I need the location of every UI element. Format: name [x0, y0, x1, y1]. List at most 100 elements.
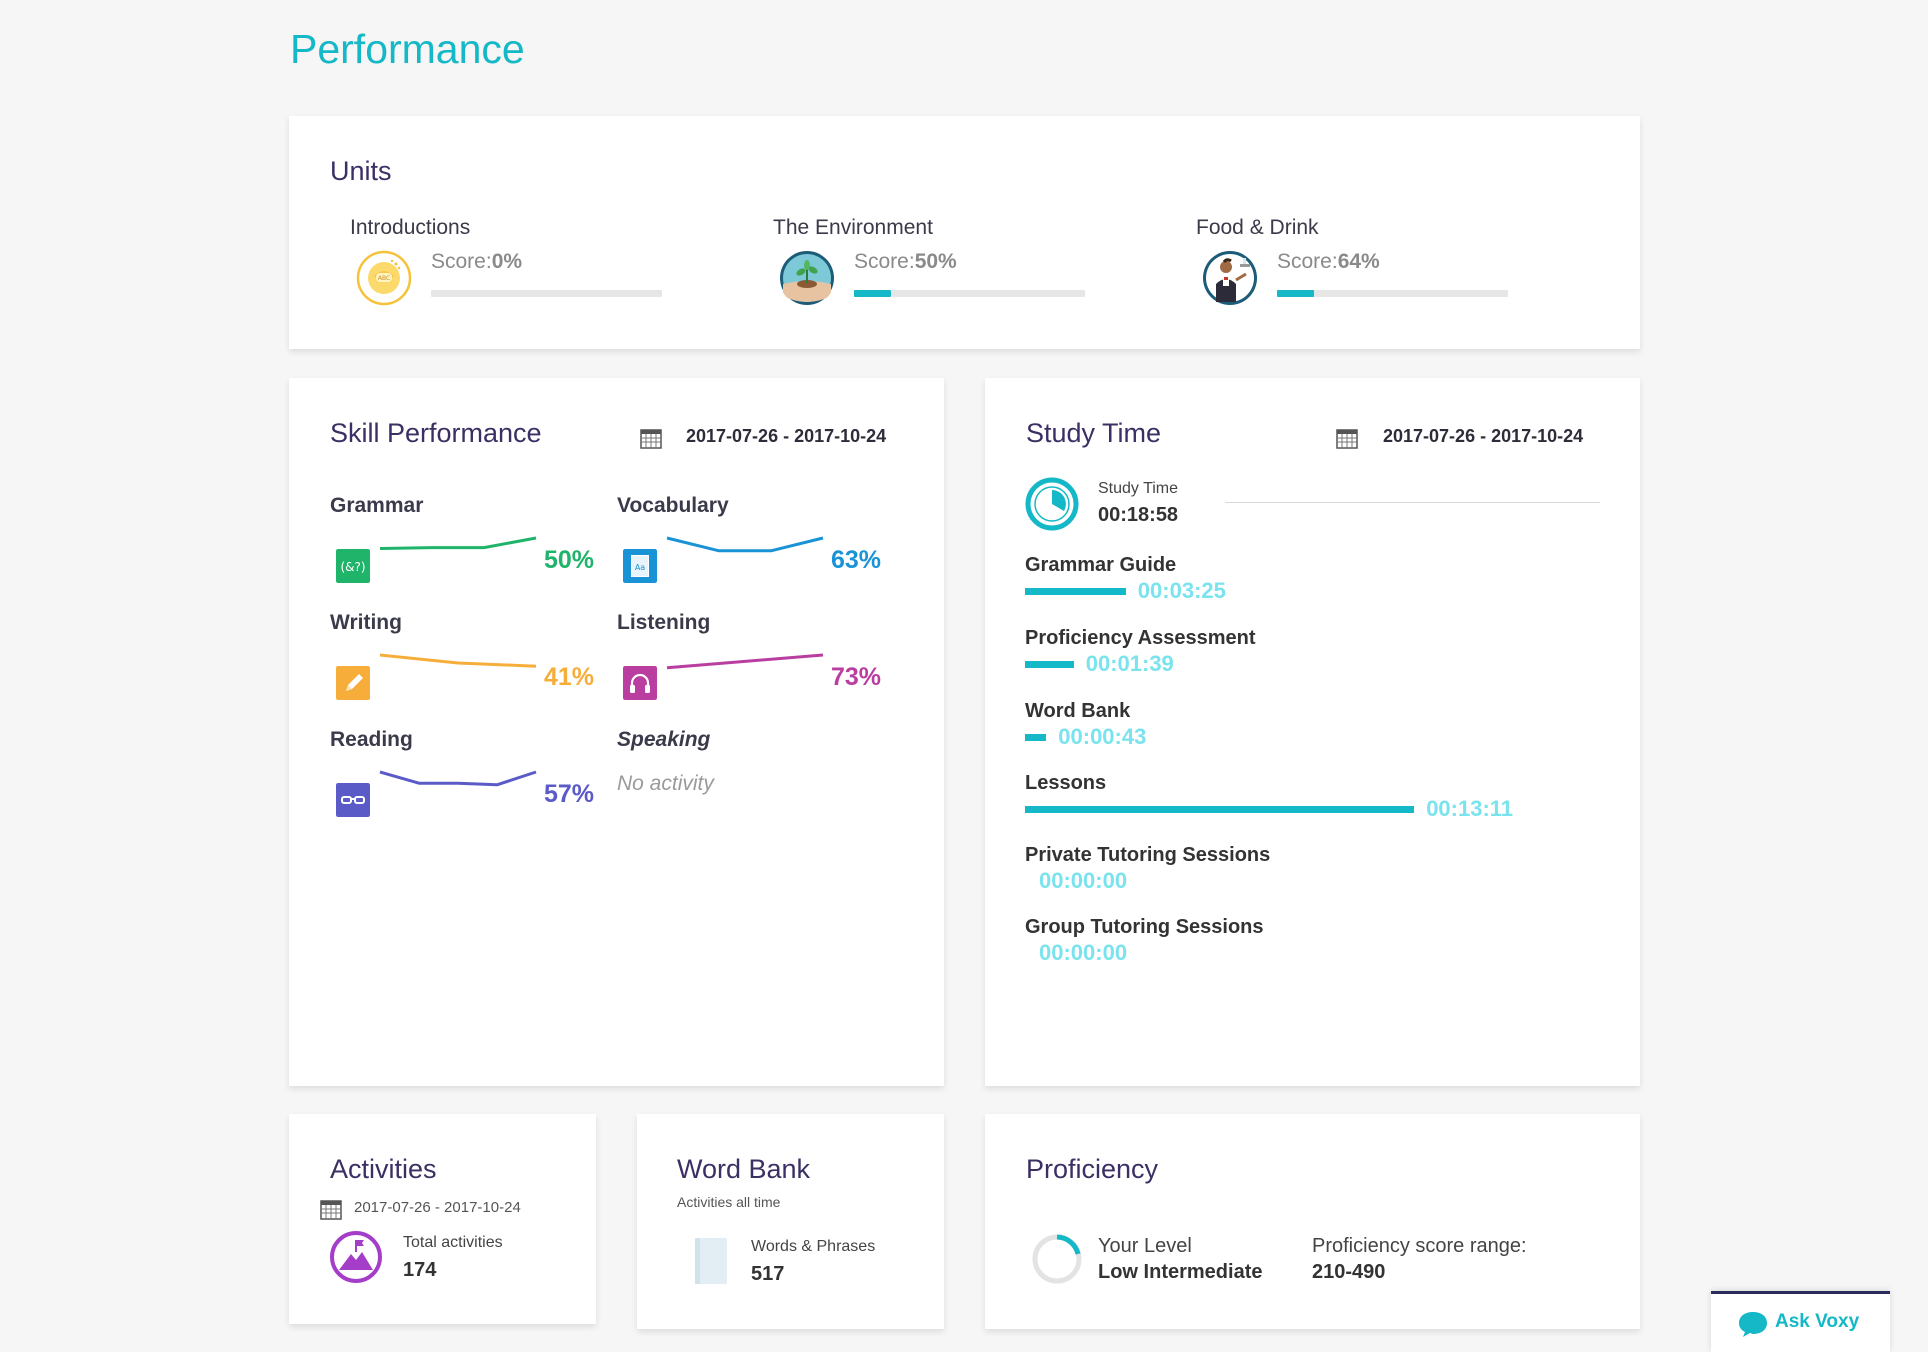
words-phrases-value: 517: [751, 1263, 785, 1285]
study-item-bar: [1025, 806, 1415, 813]
words-phrases-label: Words & Phrases: [751, 1238, 876, 1255]
word-bank-title: Word Bank: [677, 1154, 811, 1184]
grammar-icon: (&?): [336, 549, 370, 583]
mountain-flag-icon: [330, 1231, 382, 1283]
skill-percent: 50%: [544, 546, 595, 574]
skill-percent: 41%: [544, 663, 595, 691]
skill-name: Reading: [330, 728, 413, 751]
activities-date-range[interactable]: 2017-07-26 - 2017-10-24: [354, 1199, 521, 1216]
units-card: Units Introductions ABC Score:0% The Env…: [289, 116, 1640, 349]
skill-percent: 57%: [544, 780, 595, 808]
pencil-icon: [336, 666, 370, 700]
chat-bubble-icon: [1739, 1312, 1767, 1337]
headphones-icon: [623, 666, 657, 700]
unit-food-and-drink[interactable]: Food & Drink Score:64%: [1196, 216, 1526, 326]
study-item-time: 00:00:00: [1039, 940, 1128, 965]
trend-polyline: [379, 653, 537, 668]
unit-progress-bar: [854, 290, 1085, 297]
study-item-grammar-guide: Grammar Guide 00:03:25: [1025, 554, 1585, 614]
study-time-title: Study Time: [1026, 418, 1162, 448]
plant-in-hands-icon: [779, 250, 835, 306]
svg-text:Aa: Aa: [635, 563, 645, 572]
study-date-range[interactable]: 2017-07-26 - 2017-10-24: [1383, 426, 1584, 446]
study-item-label: Private Tutoring Sessions: [1025, 844, 1271, 866]
study-item-private-tutoring: Private Tutoring Sessions 00:00:00: [1025, 844, 1585, 904]
activities-card: Activities 2017-07-26 - 2017-10-24 Total…: [289, 1114, 596, 1324]
study-item-label: Proficiency Assessment: [1025, 627, 1256, 649]
unit-progress-bar: [431, 290, 662, 297]
skill-listening: Listening 73%: [617, 611, 887, 721]
unit-progress-fill: [854, 290, 891, 297]
skill-vocabulary: Vocabulary Aa 63%: [617, 494, 887, 604]
abc-speech-bubble-icon: ABC: [356, 250, 412, 306]
word-bank-subtitle: Activities all time: [677, 1194, 781, 1210]
unit-progress-bar: [1277, 290, 1508, 297]
calendar-icon[interactable]: [320, 1199, 342, 1220]
unit-the-environment[interactable]: The Environment Score:50%: [773, 216, 1103, 326]
calendar-icon[interactable]: [1336, 428, 1358, 449]
waiter-icon: [1202, 250, 1258, 306]
trend-polyline: [666, 536, 824, 553]
skill-name: Writing: [330, 611, 402, 634]
study-item-label: Group Tutoring Sessions: [1025, 916, 1264, 938]
study-item-bar: [1025, 661, 1074, 668]
page-title: Performance: [290, 26, 525, 72]
skill-performance-card: Skill Performance 2017-07-26 - 2017-10-2…: [289, 378, 944, 1086]
unit-name: The Environment: [773, 216, 933, 239]
skill-name: Grammar: [330, 494, 424, 517]
unit-introductions[interactable]: Introductions ABC Score:0%: [350, 216, 680, 326]
skill-name: Speaking: [617, 728, 711, 751]
score-range-label: Proficiency score range:: [1312, 1235, 1527, 1257]
study-item-proficiency-assessment: Proficiency Assessment 00:01:39: [1025, 627, 1585, 687]
unit-score: Score:64%: [1277, 250, 1380, 273]
trend-polyline: [379, 536, 537, 551]
glasses-icon: [336, 783, 370, 817]
ask-voxy-button[interactable]: Ask Voxy: [1711, 1291, 1890, 1352]
unit-name: Introductions: [350, 216, 471, 239]
writing-trend-line: [379, 653, 537, 668]
your-level-label: Your Level: [1098, 1235, 1192, 1257]
skill-name: Listening: [617, 611, 711, 634]
study-time-card: Study Time 2017-07-26 - 2017-10-24 Study…: [985, 378, 1640, 1086]
proficiency-level-ring-icon: [1032, 1234, 1082, 1284]
your-level-value: Low Intermediate: [1098, 1261, 1263, 1283]
unit-score: Score:50%: [854, 250, 957, 273]
skill-speaking: Speaking No activity: [617, 728, 887, 838]
proficiency-card: Proficiency Your Level Low Intermediate …: [985, 1114, 1640, 1329]
study-item-label: Lessons: [1025, 772, 1107, 794]
calendar-icon[interactable]: [640, 428, 662, 449]
study-item-bar: [1025, 734, 1047, 741]
study-item-time: 00:03:25: [1137, 578, 1226, 603]
skill-writing: Writing 41%: [330, 611, 600, 721]
skill-performance-title: Skill Performance: [330, 418, 542, 448]
score-range-value: 210-490: [1312, 1261, 1386, 1283]
study-item-time: 00:13:11: [1426, 796, 1514, 821]
skill-name: Vocabulary: [617, 494, 729, 517]
activities-title: Activities: [330, 1154, 437, 1184]
divider: [1225, 502, 1600, 503]
study-item-group-tutoring: Group Tutoring Sessions 00:00:00: [1025, 916, 1585, 976]
study-time-total: 00:18:58: [1098, 504, 1179, 526]
word-bank-book-icon: [695, 1238, 727, 1284]
vocabulary-book-icon: Aa: [623, 549, 657, 583]
svg-text:(&?): (&?): [340, 560, 365, 574]
unit-progress-fill: [1277, 290, 1314, 297]
skill-percent: 63%: [831, 546, 882, 574]
study-item-word-bank: Word Bank 00:00:43: [1025, 700, 1585, 760]
study-item-label: Grammar Guide: [1025, 554, 1177, 576]
grammar-trend-line: [379, 536, 537, 551]
unit-name: Food & Drink: [1196, 216, 1319, 239]
svg-text:ABC: ABC: [378, 275, 390, 282]
study-item-time: 00:01:39: [1085, 651, 1174, 676]
ask-voxy-label: Ask Voxy: [1775, 1311, 1860, 1332]
total-activities-label: Total activities: [403, 1234, 503, 1251]
study-item-time: 00:00:00: [1039, 868, 1128, 893]
listening-trend-line: [666, 653, 824, 670]
stopwatch-icon: [1025, 477, 1079, 531]
proficiency-title: Proficiency: [1026, 1154, 1159, 1184]
study-item-bar: [1025, 588, 1126, 595]
unit-score: Score:0%: [431, 250, 523, 273]
skill-date-range[interactable]: 2017-07-26 - 2017-10-24: [686, 426, 887, 446]
trend-polyline: [379, 770, 537, 787]
skill-grammar: Grammar (&?) 50%: [330, 494, 600, 604]
